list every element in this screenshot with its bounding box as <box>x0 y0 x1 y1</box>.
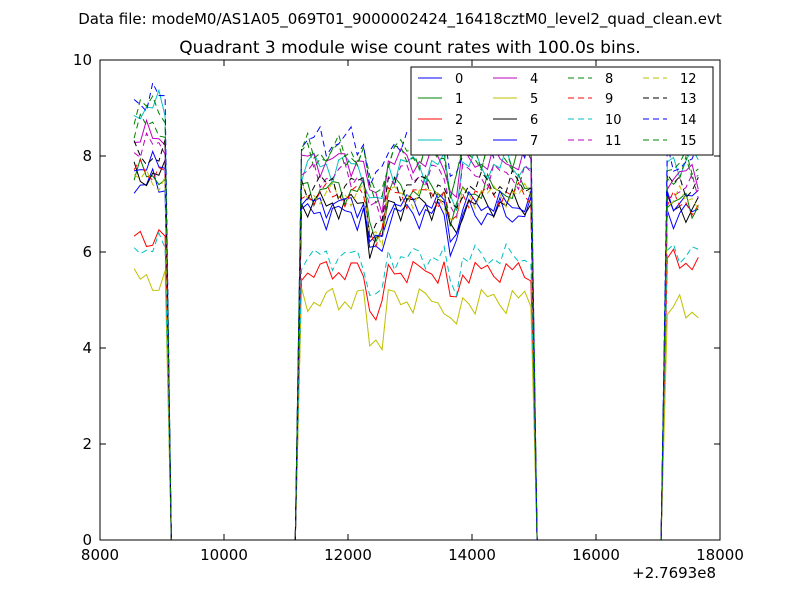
legend-label: 11 <box>605 134 622 149</box>
legend-label: 10 <box>605 113 622 128</box>
legend-label: 9 <box>605 92 613 107</box>
figure-suptitle: Data file: modeM0/AS1A05_069T01_90000024… <box>78 10 722 29</box>
legend-label: 14 <box>680 113 697 128</box>
x-tick-label: 14000 <box>448 546 496 564</box>
series-line-12 <box>133 169 699 541</box>
x-tick-label: 10000 <box>200 546 248 564</box>
legend-label: 2 <box>455 113 463 128</box>
legend-label: 12 <box>680 72 697 87</box>
x-tick-label: 12000 <box>324 546 372 564</box>
legend-label: 1 <box>455 92 463 107</box>
x-offset-label: +2.7693e8 <box>632 564 716 582</box>
legend-label: 13 <box>680 92 697 107</box>
y-tick-label: 10 <box>73 51 92 69</box>
x-tick-label: 16000 <box>572 546 620 564</box>
legend-label: 0 <box>455 72 463 87</box>
x-tick-label: 8000 <box>81 546 119 564</box>
y-tick-label: 4 <box>82 339 92 357</box>
legend-label: 8 <box>605 72 613 87</box>
chart-title: Quadrant 3 module wise count rates with … <box>179 38 640 58</box>
plot-frame <box>99 59 721 541</box>
legend-label: 3 <box>455 134 463 149</box>
legend-label: 15 <box>680 134 697 149</box>
x-tick-label: 18000 <box>696 546 744 564</box>
legend-label: 6 <box>530 113 538 128</box>
legend-box <box>410 66 714 156</box>
y-tick-label: 0 <box>82 531 92 549</box>
y-tick-label: 8 <box>82 147 92 165</box>
legend-label: 5 <box>530 92 538 107</box>
legend-label: 4 <box>530 72 538 87</box>
legend-label: 7 <box>530 134 538 149</box>
y-tick-label: 6 <box>82 243 92 261</box>
y-tick-label: 2 <box>82 435 92 453</box>
